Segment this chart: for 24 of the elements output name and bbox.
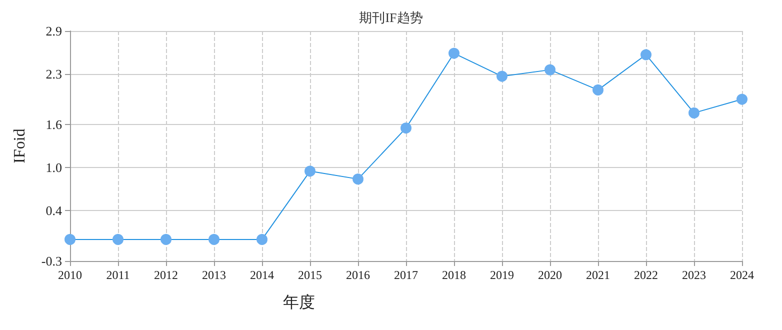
x-tick-label: 2015 (298, 268, 322, 282)
x-tick-label: 2010 (58, 268, 82, 282)
y-tick-label: 0.4 (46, 203, 62, 218)
x-tick-label: 2017 (394, 268, 418, 282)
y-tick-label: 1.0 (46, 160, 62, 176)
x-tick-label: 2016 (346, 268, 370, 282)
x-tick-label: 2013 (202, 268, 226, 282)
x-axis-title: 年度 (283, 294, 315, 312)
chart-title: 期刊IF趋势 (359, 10, 423, 25)
x-tick-label: 2020 (538, 268, 562, 282)
x-tick-label: 2011 (106, 268, 130, 282)
x-tick-label: 2018 (442, 268, 466, 282)
y-tick-label: -0.3 (41, 254, 62, 268)
x-tick-label: 2021 (586, 268, 610, 282)
x-tick-label: 2019 (490, 268, 514, 282)
x-tick-label: 2012 (154, 268, 178, 282)
x-tick-label: 2024 (730, 268, 754, 282)
x-tick-label: 2014 (250, 268, 274, 282)
y-axis-title: IFoid (12, 128, 28, 164)
x-tick-label: 2022 (634, 268, 658, 282)
y-tick-label: 2.9 (46, 24, 62, 38)
y-tick-label: 2.3 (46, 66, 62, 82)
y-tick-label: 1.6 (46, 116, 62, 132)
x-tick-label: 2023 (682, 268, 706, 282)
